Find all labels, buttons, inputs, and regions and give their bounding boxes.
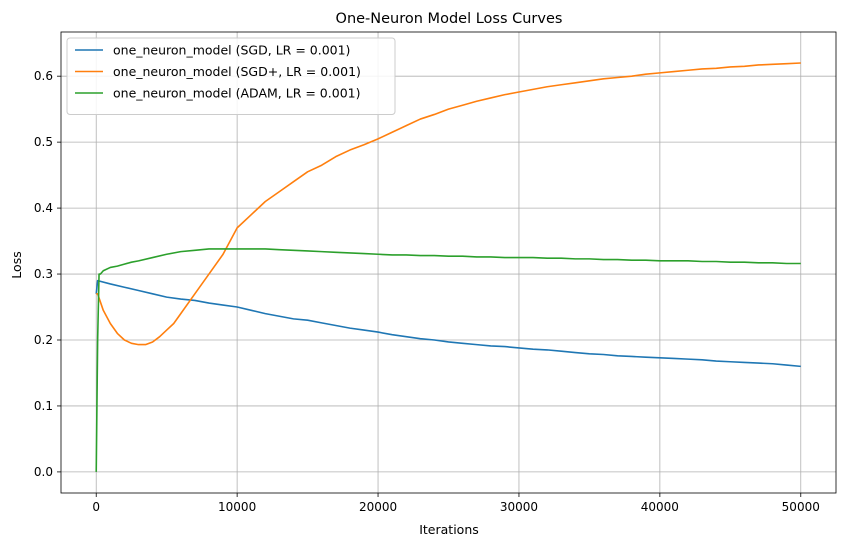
x-tick-label: 20000 <box>359 500 397 514</box>
y-tick-label: 0.1 <box>34 399 53 413</box>
series-line-sgd <box>95 279 801 368</box>
y-tick-label: 0.6 <box>34 69 53 83</box>
x-tick-label: 50000 <box>782 500 820 514</box>
x-tick-label: 40000 <box>641 500 679 514</box>
x-tick-label: 30000 <box>500 500 538 514</box>
series-lines <box>95 62 801 472</box>
y-tick-label: 0.0 <box>34 465 53 479</box>
y-tick-label: 0.4 <box>34 201 53 215</box>
x-tick-label: 0 <box>92 500 100 514</box>
y-axis: 0.0 0.1 0.2 0.3 0.4 0.5 0.6 <box>34 69 61 479</box>
legend-box <box>66 37 396 115</box>
x-tick-label: 10000 <box>218 500 256 514</box>
legend-label: one_neuron_model (ADAM, LR = 0.001) <box>113 86 360 101</box>
grid <box>61 32 836 493</box>
y-axis-label: Loss <box>9 251 24 278</box>
x-axis-label: Iterations <box>419 522 479 537</box>
series-line-sgd-plus <box>96 62 801 346</box>
chart-title: One-Neuron Model Loss Curves <box>336 11 563 27</box>
legend-label: one_neuron_model (SGD+, LR = 0.001) <box>113 64 361 79</box>
y-tick-label: 0.5 <box>34 135 53 149</box>
x-axis: 0 10000 20000 30000 40000 50000 <box>92 493 820 514</box>
legend-label: one_neuron_model (SGD, LR = 0.001) <box>113 43 350 58</box>
legend: one_neuron_model (SGD, LR = 0.001) one_ne… <box>66 37 396 115</box>
y-tick-label: 0.2 <box>34 333 53 347</box>
plot-frame <box>60 31 837 494</box>
series-line-adam <box>95 248 801 472</box>
y-tick-label: 0.3 <box>34 267 53 281</box>
